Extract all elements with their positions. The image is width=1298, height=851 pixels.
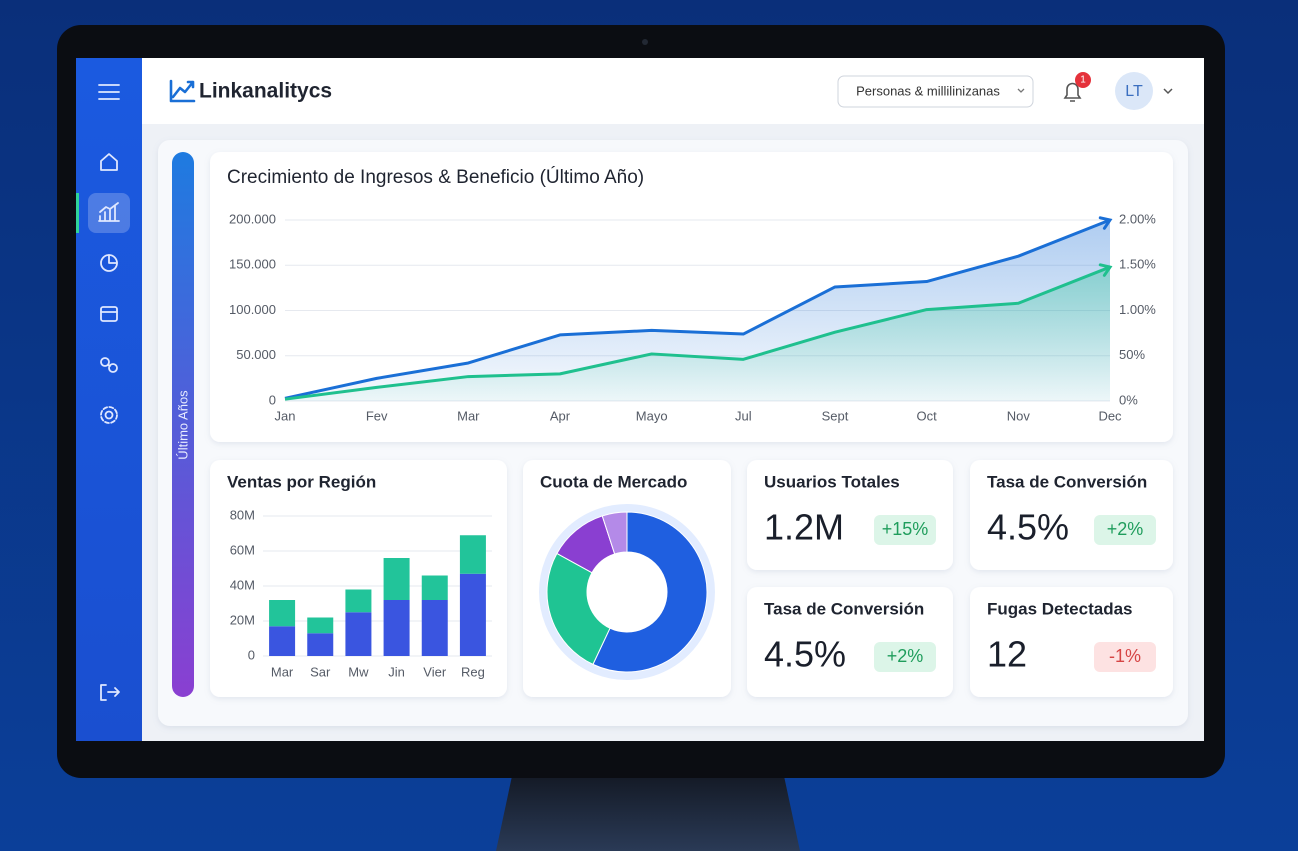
bar-segment: [307, 617, 334, 634]
x-tick-label: Nov: [1007, 408, 1031, 423]
bar-segment: [459, 535, 486, 574]
pie-slice: [601, 511, 628, 555]
logout-icon[interactable]: [100, 684, 120, 701]
kpi-change-pill: [874, 515, 936, 545]
line: [284, 218, 1111, 400]
y2-tick-label: 2.00%: [1119, 211, 1156, 226]
analytics-icon[interactable]: [98, 202, 120, 222]
active-item[interactable]: [88, 193, 130, 233]
x-tick-label: Fev: [366, 408, 388, 423]
kpi-title: Tasa de Conversión: [987, 472, 1147, 491]
kpi-title: Usuarios Totales: [764, 472, 900, 491]
x-tick-label: Jin: [388, 664, 405, 679]
x-tick-label: Apr: [550, 408, 571, 423]
logo-icon: [169, 79, 196, 103]
active-indicator: [76, 193, 79, 233]
bar-segment: [307, 633, 334, 656]
kpi-change-pill: [874, 642, 936, 672]
logo[interactable]: Linkanalitycs: [199, 80, 332, 103]
chart-title: Cuota de Mercado: [540, 472, 687, 491]
kpi-title: Fugas Detectadas: [987, 599, 1133, 618]
y-tick-label: 0: [248, 647, 255, 662]
bell-icon[interactable]: [1063, 82, 1082, 102]
settings-icon[interactable]: [100, 406, 118, 424]
x-tick-label: Mar: [271, 664, 294, 679]
dropdown-chevron: [1017, 88, 1025, 93]
y2-tick-label: 50%: [1119, 347, 1145, 362]
bar-segment: [269, 626, 296, 656]
kpi-value: 4.5%: [764, 634, 846, 675]
bar-segment: [421, 600, 448, 656]
avatar[interactable]: [1115, 72, 1153, 110]
x-tick-label: Vier: [423, 664, 447, 679]
avatar-chevron[interactable]: [1163, 88, 1173, 95]
line-arrowhead: [1098, 216, 1113, 230]
y2-tick-label: 1.00%: [1119, 302, 1156, 317]
bar-segment: [345, 589, 372, 613]
calendar-icon[interactable]: [100, 306, 118, 322]
x-tick-label: Mayo: [636, 408, 668, 423]
kpi-change: +15%: [882, 519, 929, 539]
x-tick-label: Mw: [348, 664, 369, 679]
x-tick-label: Dec: [1098, 408, 1122, 423]
area: [285, 267, 1110, 401]
bar-segment: [383, 600, 410, 656]
bar-segment: [421, 575, 448, 600]
pie-slice: [546, 552, 611, 666]
y-tick-label: 150.000: [229, 257, 276, 272]
y2-tick-label: 0%: [1119, 392, 1138, 407]
integrations-icon[interactable]: [100, 357, 118, 373]
y-tick-label: 0: [269, 392, 276, 407]
kpi-title: Tasa de Conversión: [764, 599, 924, 618]
x-tick-label: Sar: [310, 664, 331, 679]
avatar-initials: LT: [1125, 83, 1143, 100]
kpi-change: -1%: [1109, 646, 1141, 666]
home-icon[interactable]: [100, 153, 118, 171]
kpi-change: +2%: [887, 646, 924, 666]
monitor-stand: [496, 776, 800, 851]
kpi-value: 1.2M: [764, 507, 844, 548]
line: [284, 265, 1111, 401]
side-label: Último Años: [175, 390, 190, 460]
bar-segment: [383, 558, 410, 600]
pie-slice: [592, 511, 708, 673]
bar-segment: [345, 612, 372, 656]
menu-icon[interactable]: [98, 84, 120, 100]
x-tick-label: Jul: [735, 408, 752, 423]
notification-count: 1: [1080, 75, 1086, 86]
chart-title: Crecimiento de Ingresos & Beneficio (Últ…: [227, 166, 644, 188]
y-tick-label: 100.000: [229, 302, 276, 317]
x-tick-label: Reg: [461, 664, 485, 679]
side-label-bar: [172, 152, 194, 697]
filter-dropdown[interactable]: [837, 75, 1034, 108]
y-tick-label: 60M: [230, 542, 255, 557]
donut-glow: [539, 504, 715, 680]
y-tick-label: 50.000: [236, 347, 276, 362]
y2-tick-label: 1.50%: [1119, 257, 1156, 272]
bar-segment: [269, 600, 296, 627]
notification-badge: [1075, 72, 1091, 88]
bar-segment: [459, 573, 486, 656]
kpi-change-pill: [1094, 642, 1156, 672]
x-tick-label: Sept: [822, 408, 849, 423]
x-tick-label: Mar: [457, 408, 480, 423]
kpi-change: +2%: [1107, 519, 1144, 539]
x-tick-label: Oct: [917, 408, 938, 423]
sidebar-icons: [76, 84, 130, 701]
sidebar: [76, 58, 142, 741]
filter-label: Personas & millilinizanas: [856, 83, 1000, 98]
x-tick-label: Jan: [275, 408, 296, 423]
kpi-value: 12: [987, 634, 1027, 675]
kpi-value: 4.5%: [987, 507, 1069, 548]
line-arrowhead: [1098, 263, 1113, 277]
kpi-change-pill: [1094, 515, 1156, 545]
y-tick-label: 20M: [230, 612, 255, 627]
chart-title: Ventas por Región: [227, 472, 376, 491]
y-tick-label: 40M: [230, 577, 255, 592]
y-tick-label: 200.000: [229, 211, 276, 226]
y-tick-label: 80M: [230, 507, 255, 522]
pie-icon[interactable]: [100, 254, 118, 272]
camera: [642, 39, 648, 45]
